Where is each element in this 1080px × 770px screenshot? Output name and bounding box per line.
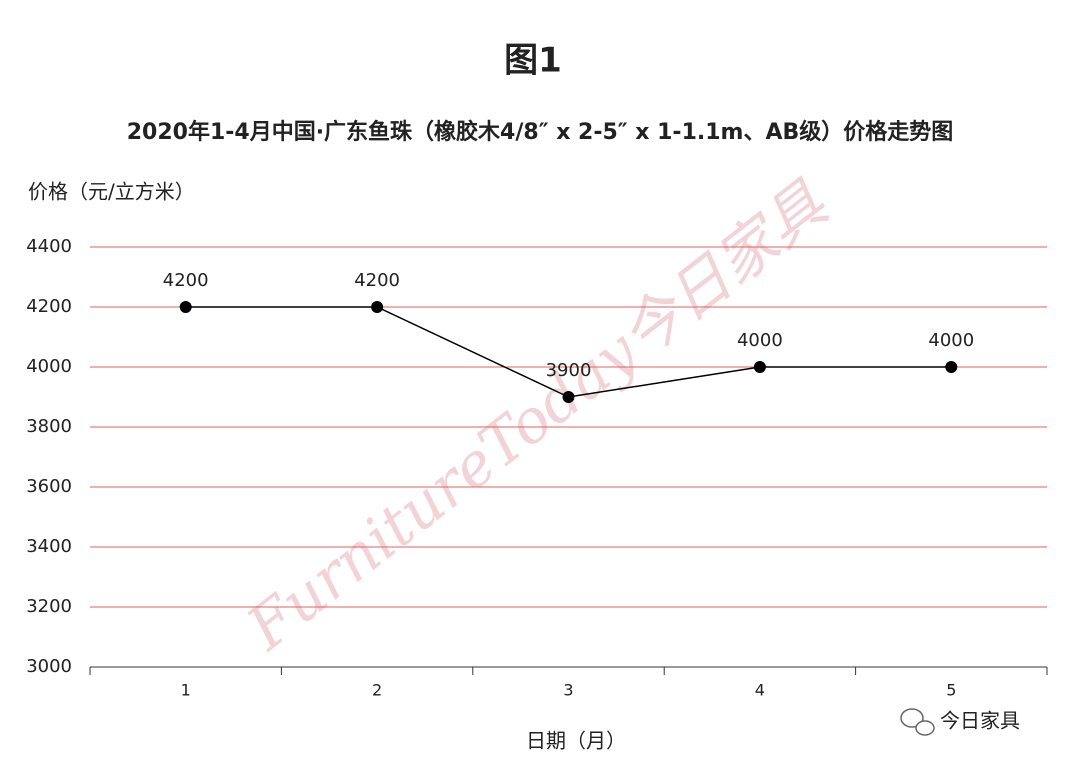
- y-tick-label: 3200: [26, 596, 72, 617]
- x-tick-label: 4: [755, 681, 765, 700]
- marker: [371, 301, 384, 313]
- chart-subtitle: 2020年1-4月中国·广东鱼珠（橡胶木4/8″ x 2-5″ x 1-1.1m…: [127, 119, 954, 145]
- x-tick-label: 3: [563, 681, 573, 700]
- data-label: 4000: [928, 330, 974, 351]
- x-tick-label: 2: [372, 681, 382, 700]
- y-tick-label: 3400: [26, 536, 72, 557]
- y-tick-label: 3600: [26, 476, 72, 497]
- x-tick-label: 5: [946, 681, 956, 700]
- y-tick-label: 4000: [26, 356, 72, 377]
- marker: [562, 391, 575, 403]
- marker: [753, 361, 766, 373]
- y-tick-label: 3000: [26, 656, 72, 677]
- x-tick-label: 1: [181, 681, 191, 700]
- y-axis-label: 价格（元/立方米）: [28, 180, 195, 204]
- marker: [945, 361, 958, 373]
- data-label: 3900: [546, 360, 592, 381]
- footer-logo-icon: [900, 708, 935, 736]
- x-axis-label: 日期（月）: [526, 729, 626, 753]
- watermark: FurnitureToday今日家具: [234, 169, 841, 665]
- y-tick-label: 3800: [26, 416, 72, 437]
- data-label: 4000: [737, 330, 783, 351]
- marker: [179, 301, 192, 313]
- y-tick-label: 4400: [26, 236, 72, 257]
- footer-logo: 今日家具: [940, 709, 1020, 733]
- y-tick-label: 4200: [26, 296, 72, 317]
- data-label: 4200: [354, 270, 400, 291]
- data-label: 4200: [163, 270, 209, 291]
- chart-title: 图1: [504, 41, 562, 81]
